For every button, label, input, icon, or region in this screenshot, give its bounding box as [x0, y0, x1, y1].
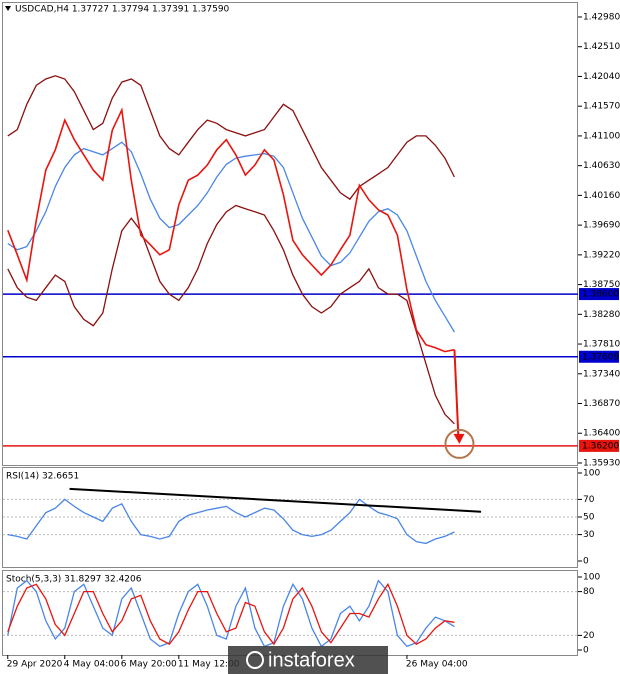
y-tick-label: 1.40630 — [583, 161, 620, 171]
y-tick-label: 1.37340 — [583, 369, 620, 379]
y-tick-label: 1.38280 — [583, 310, 620, 320]
y-tick-label: 0 — [583, 646, 589, 656]
y-tick-label: 1.42040 — [583, 72, 620, 82]
series-line — [7, 107, 455, 353]
y-tick-label: 1.39220 — [583, 250, 620, 260]
series-line — [7, 498, 455, 545]
y-tick-label: 30 — [583, 530, 595, 540]
level-label-box — [579, 350, 619, 363]
x-tick-label: 11 May 12:00 — [178, 660, 240, 670]
x-tick-label: 26 May 04:00 — [406, 660, 468, 670]
main-panel — [2, 2, 578, 466]
trend-line — [69, 487, 482, 513]
series-line — [7, 204, 455, 425]
y-tick-label: 1.39690 — [583, 221, 620, 231]
y-tick-label: 1.37810 — [583, 340, 620, 350]
watermark-bg — [228, 646, 388, 674]
y-tick-label: 50 — [583, 513, 595, 523]
series-line — [7, 582, 455, 646]
y-tick-label: 1.41570 — [583, 102, 620, 112]
y-tick-label: 1.36870 — [583, 399, 620, 409]
y-tick-label: 1.38750 — [583, 280, 620, 290]
target-circle — [444, 428, 475, 459]
y-tick-label: 1.40160 — [583, 191, 620, 201]
y-tick-label: 1.42510 — [583, 42, 620, 52]
y-tick-label: 70 — [583, 495, 595, 505]
x-tick-label: 6 May 20:00 — [121, 660, 177, 670]
chart-title: USDCAD,H4 1.37727 1.37794 1.37391 1.3759… — [15, 5, 230, 15]
rsi-title: RSI(14) 32.6651 — [6, 472, 79, 482]
x-tick-label: 29 Apr 2020 — [7, 660, 63, 670]
y-tick-label: 1.42980 — [583, 12, 620, 22]
level-label-box — [579, 288, 619, 301]
level-label: 1.36200 — [582, 441, 619, 451]
arrow-head — [453, 433, 465, 444]
y-tick-label: 100 — [583, 469, 600, 479]
menu-triangle — [5, 6, 11, 11]
x-tick-label: 4 May 04:00 — [64, 660, 120, 670]
y-tick-label: 0 — [583, 557, 589, 567]
stoch-title: Stoch(5,3,3) 31.8297 32.4206 — [6, 575, 142, 585]
y-tick-label: 1.36400 — [583, 429, 620, 439]
rsi-panel — [2, 467, 578, 568]
level-label-box — [579, 439, 619, 452]
watermark: instaforex — [268, 649, 355, 671]
series-line — [7, 579, 455, 648]
y-tick-label: 1.35930 — [583, 458, 620, 468]
y-tick-label: 100 — [583, 573, 600, 583]
forecast-arrow — [453, 349, 460, 438]
y-tick-label: 80 — [583, 587, 595, 597]
y-tick-label: 1.41100 — [583, 131, 620, 141]
watermark-icon — [246, 651, 264, 669]
level-label: 1.38600 — [582, 290, 619, 300]
y-tick-label: 20 — [583, 631, 595, 641]
series-line — [7, 75, 455, 201]
level-label: 1.37609 — [582, 352, 619, 362]
